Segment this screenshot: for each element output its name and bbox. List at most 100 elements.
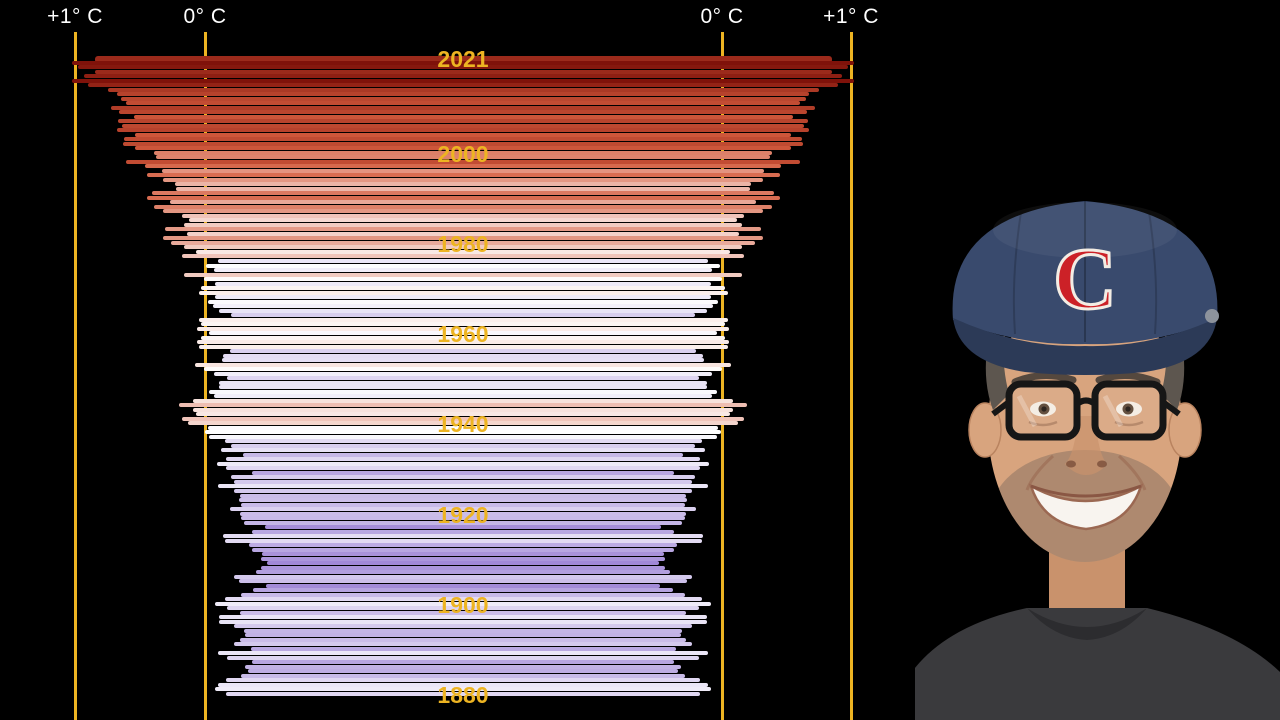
temperature-bar-1933 xyxy=(242,452,684,457)
temperature-bar-1943 xyxy=(193,407,733,412)
temperature-bar-1944 xyxy=(179,403,747,408)
temperature-bar-1957 xyxy=(198,344,728,349)
temperature-bar-1887 xyxy=(251,660,675,665)
smile xyxy=(1028,483,1144,531)
temperature-bar-2010 xyxy=(111,105,815,110)
temperature-bar-1988 xyxy=(154,204,772,209)
temperature-bar-1920 xyxy=(240,511,686,516)
tshirt xyxy=(915,608,1280,720)
temperature-bar-1949 xyxy=(219,380,707,385)
temperature-bar-1965 xyxy=(219,308,707,313)
cap-brim xyxy=(953,318,1217,375)
temperature-bar-1913 xyxy=(249,543,677,548)
temperature-bar-1969 xyxy=(198,290,728,295)
left-smile-crease xyxy=(1025,454,1055,491)
temperature-bar-2000 xyxy=(154,150,772,155)
temperature-bar-1921 xyxy=(229,507,697,511)
temperature-bar-1999 xyxy=(155,155,771,160)
temperature-bar-2002 xyxy=(123,141,803,146)
temperature-bar-2004 xyxy=(134,132,792,137)
temperature-bar-2020 xyxy=(72,60,854,65)
temperature-bar-1986 xyxy=(181,213,745,218)
temperature-gridline-1 xyxy=(204,32,207,720)
temperature-bar-1954 xyxy=(221,358,705,363)
temperature-bar-1893 xyxy=(245,633,681,638)
temperature-bar-1976 xyxy=(218,258,708,263)
temperature-bar-1911 xyxy=(262,552,664,557)
temperature-bar-1882 xyxy=(218,682,708,687)
temperature-bar-1922 xyxy=(241,502,685,507)
temperature-bar-1947 xyxy=(208,389,718,394)
temperature-bar-1963 xyxy=(198,317,728,322)
temperature-bar-1925 xyxy=(233,489,693,493)
temperature-bar-1912 xyxy=(251,547,675,552)
temperature-bar-1983 xyxy=(164,227,762,232)
temperature-bar-1964 xyxy=(231,313,695,318)
temperature-bar-1894 xyxy=(244,628,682,633)
right-ear xyxy=(1168,402,1202,458)
temperature-bar-1962 xyxy=(201,322,725,327)
temperature-bar-1927 xyxy=(233,479,693,484)
temperature-bar-1978 xyxy=(195,249,731,254)
temperature-bar-1908 xyxy=(260,565,666,570)
year-label-1900: 1900 xyxy=(437,591,489,618)
temperature-bar-1929 xyxy=(251,470,675,475)
temperature-bar-2003 xyxy=(124,137,802,142)
temperature-bar-1915 xyxy=(223,534,703,539)
temperature-bar-1896 xyxy=(219,619,707,624)
temperature-bar-1953 xyxy=(194,362,732,367)
temperature-bar-1981 xyxy=(163,236,763,241)
temperature-bar-1891 xyxy=(233,642,693,647)
temperature-bar-1967 xyxy=(207,299,719,304)
year-label-1960: 1960 xyxy=(437,321,489,348)
glasses xyxy=(991,380,1181,441)
year-label-1920: 1920 xyxy=(437,501,489,528)
temperature-bar-1903 xyxy=(253,588,673,593)
temperature-bar-1919 xyxy=(241,516,685,520)
temperature-bar-1946 xyxy=(214,394,712,399)
cap-pin xyxy=(1205,309,1219,323)
temperature-bar-1907 xyxy=(255,570,671,575)
temperature-bar-1900 xyxy=(215,601,711,606)
temperature-bar-2008 xyxy=(133,114,793,119)
temperature-bar-1917 xyxy=(264,525,662,529)
temperature-bar-1951 xyxy=(214,371,712,376)
presenter-photo: C xyxy=(915,201,1280,720)
temperature-bar-1952 xyxy=(203,367,723,372)
left-ear xyxy=(968,402,1002,458)
temperature-bar-1959 xyxy=(201,335,725,340)
temperature-bar-1898 xyxy=(240,610,686,615)
baseball-cap: C xyxy=(952,201,1219,375)
temperature-bar-1956 xyxy=(229,349,697,354)
temperature-bar-1958 xyxy=(197,340,729,345)
temperature-bar-1884 xyxy=(241,673,685,678)
temperature-bar-1950 xyxy=(227,376,699,381)
temperature-bar-1906 xyxy=(233,574,693,579)
temperature-bar-1945 xyxy=(193,398,733,403)
temperature-bar-1930 xyxy=(225,466,701,471)
temperature-bar-1980 xyxy=(171,240,755,245)
temperature-bar-1994 xyxy=(163,177,763,182)
temperature-bar-1996 xyxy=(162,168,764,173)
temperature-bar-1998 xyxy=(125,159,801,164)
left-eyebrow xyxy=(1011,372,1077,386)
temperature-bar-1923 xyxy=(238,498,688,502)
temperature-bar-1990 xyxy=(146,195,780,200)
temperature-bar-2011 xyxy=(125,101,801,106)
temperature-bar-1940 xyxy=(188,421,738,426)
temperature-bar-2012 xyxy=(120,96,806,101)
temperature-bar-2009 xyxy=(119,110,807,115)
temperature-bar-1942 xyxy=(195,412,731,417)
temperature-bar-1935 xyxy=(231,443,695,448)
temperature-bar-1968 xyxy=(215,295,711,299)
year-label-1980: 1980 xyxy=(437,230,489,257)
temperature-bar-1931 xyxy=(216,461,710,466)
temperature-bar-1899 xyxy=(227,606,699,611)
temperature-bar-1979 xyxy=(184,245,742,250)
temperature-bar-2006 xyxy=(121,123,805,128)
temperature-bar-1936 xyxy=(224,439,702,444)
temperature-bar-1904 xyxy=(266,583,660,588)
axis-label-left-plus1: +1° C xyxy=(47,5,103,28)
temperature-bar-1989 xyxy=(169,200,757,205)
